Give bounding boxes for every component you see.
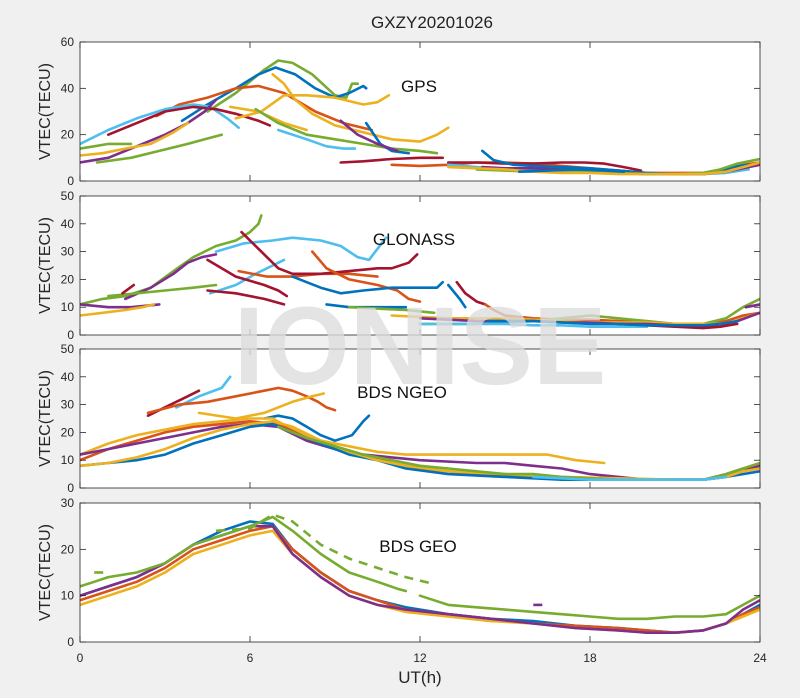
series-group (80, 375, 760, 481)
panel-bds-ngeo: 0 10 20 30 40 50 VTEC(TECU) BDS NGEO (37, 342, 761, 495)
series-line-24 (517, 168, 626, 173)
series-line-1 (180, 66, 368, 123)
series-line-3 (80, 103, 240, 146)
y-axis-label: VTEC(TECU) (37, 524, 54, 621)
watermark: IONISE (234, 285, 607, 408)
y-tick-label: 30 (61, 245, 75, 259)
series-line-12 (311, 250, 422, 303)
y-tick-label: 30 (61, 398, 75, 412)
series-line-7 (95, 133, 223, 164)
y-axis-label: VTEC(TECU) (37, 63, 54, 160)
series-line-11 (532, 475, 728, 481)
series-line-10 (121, 283, 136, 295)
series-line-11 (80, 303, 155, 317)
x-axis-label: UT(h) (398, 668, 441, 687)
y-tick-label: 50 (61, 342, 75, 356)
series-line-13 (291, 275, 444, 295)
series-line-5 (418, 594, 760, 621)
series-line-25 (744, 303, 760, 309)
series-line-2 (146, 386, 337, 415)
y-tick-label: 0 (67, 635, 74, 649)
series-line-23 (447, 161, 760, 176)
series-line-16 (447, 283, 467, 309)
y-tick-label: 10 (61, 453, 75, 467)
y-tick-label: 20 (61, 425, 75, 439)
series-line-8 (107, 283, 218, 298)
dashed-series-line-0 (215, 513, 435, 586)
y-tick-label: 0 (67, 328, 74, 342)
series-line-21 (418, 322, 648, 328)
series-line-4 (107, 105, 272, 136)
series-line-17 (483, 303, 760, 326)
x-tick-label: 18 (583, 651, 597, 665)
series-line-0 (206, 59, 359, 113)
series-line-24 (347, 305, 436, 315)
series-line-0 (80, 214, 263, 306)
series-line-3 (197, 392, 325, 420)
series-line-16 (339, 156, 444, 164)
plot-area (80, 503, 760, 642)
series-line-2 (155, 84, 374, 132)
y-tick-label: 40 (61, 81, 75, 95)
y-tick-label: 20 (61, 128, 75, 142)
series-group (80, 513, 760, 634)
series-group (80, 59, 760, 176)
y-tick-label: 30 (61, 496, 75, 510)
x-tick-label: 0 (77, 651, 84, 665)
series-line-4 (80, 515, 408, 593)
series-line-5 (80, 98, 218, 164)
series-line-6 (206, 258, 289, 298)
figure-title: GXZY20201026 (371, 13, 493, 32)
series-line-0 (175, 375, 232, 409)
series-line-8 (80, 121, 189, 157)
y-axis-label: VTEC(TECU) (37, 370, 54, 467)
y-tick-label: 10 (61, 589, 75, 603)
y-tick-label: 0 (67, 174, 74, 188)
series-line-2 (214, 236, 388, 262)
series-line-9 (234, 94, 391, 120)
panel-label: GLONASS (373, 230, 455, 249)
y-tick-label: 20 (61, 272, 75, 286)
y-tick-label: 0 (67, 481, 74, 495)
series-line-15 (455, 280, 487, 306)
series-line-7 (206, 289, 286, 306)
panel-label: BDS GEO (379, 537, 456, 556)
y-tick-label: 60 (61, 35, 75, 49)
series-line-6 (80, 142, 133, 150)
series-line-4 (262, 414, 371, 442)
series-line-12 (254, 107, 439, 155)
y-axis-label: VTEC(TECU) (37, 217, 54, 314)
y-tick-label: 40 (61, 370, 75, 384)
y-tick-label: 10 (61, 300, 75, 314)
x-tick-label: 6 (247, 651, 254, 665)
series-line-1 (124, 253, 218, 301)
x-tick-label: 24 (753, 651, 767, 665)
series-group (80, 214, 760, 330)
series-line-15 (339, 119, 399, 153)
panel-glonass: 0 10 20 30 40 50 VTEC(TECU) GLONASS (37, 189, 761, 342)
panel-label: BDS NGEO (357, 383, 447, 402)
plot-area (80, 42, 760, 181)
series-line-13 (277, 128, 357, 150)
series-line-18 (447, 161, 643, 172)
panel-bds-geo: 0 6 12 18 24 0 10 20 30 VTEC(TECU) BDS GEO UT(h) (37, 496, 767, 687)
y-tick-label: 20 (61, 542, 75, 556)
series-line-4 (237, 269, 379, 278)
panel-label: GPS (401, 77, 437, 96)
series-line-23 (486, 319, 739, 327)
x-tick-label: 12 (413, 651, 427, 665)
panel-gps: 0 20 40 60 VTEC(TECU) GPS (37, 35, 761, 188)
y-tick-label: 40 (61, 217, 75, 231)
y-tick-label: 50 (61, 189, 75, 203)
